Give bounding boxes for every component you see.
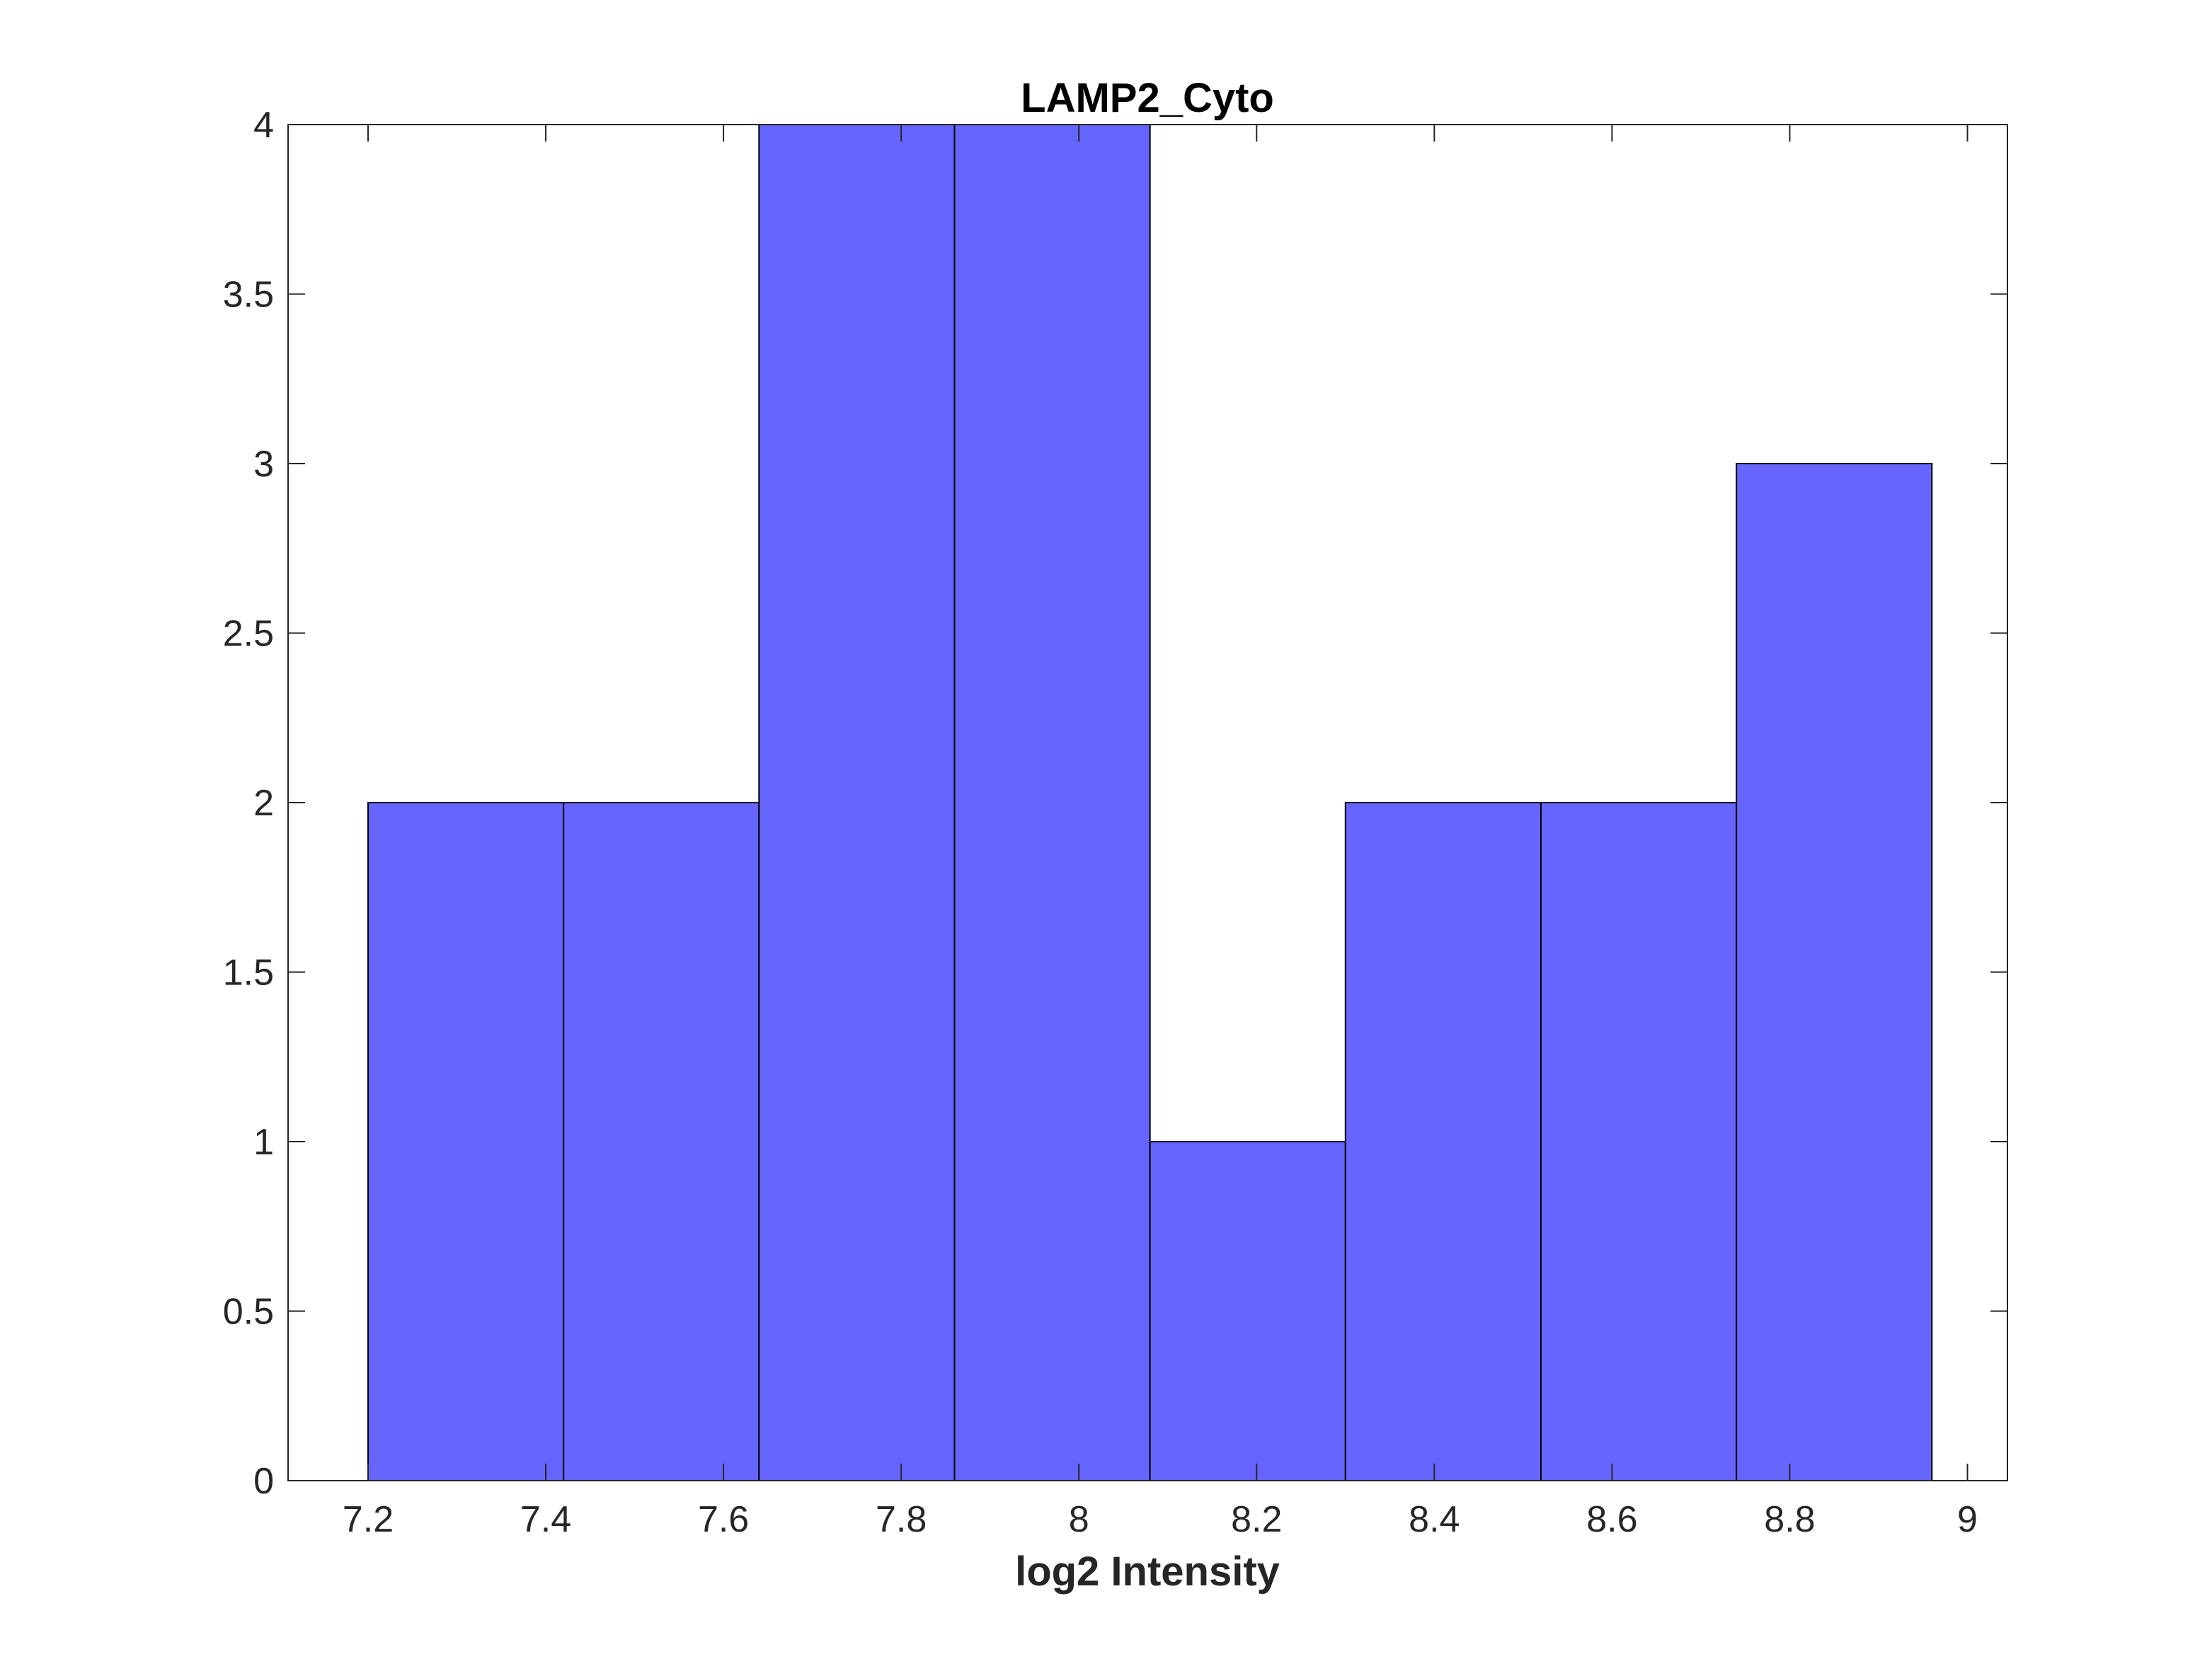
- x-tick-label: 9: [1957, 1499, 1978, 1540]
- y-tick-label: 1.5: [223, 953, 274, 994]
- y-tick-label: 1: [253, 1122, 274, 1163]
- x-tick-label: 8.4: [1409, 1499, 1460, 1540]
- x-tick-label: 7.2: [343, 1499, 394, 1540]
- histogram-bar: [1540, 802, 1738, 1481]
- histogram-bar: [1149, 1141, 1346, 1481]
- y-tick-label: 4: [253, 105, 274, 146]
- x-tick-label: 7.6: [698, 1499, 749, 1540]
- y-tick-label: 3.5: [223, 275, 274, 316]
- histogram-bar: [367, 802, 565, 1481]
- histogram-bar: [1344, 802, 1542, 1481]
- histogram-bar: [758, 124, 956, 1481]
- y-tick-label: 0.5: [223, 1292, 274, 1333]
- y-tick-label: 0: [253, 1461, 274, 1502]
- x-tick-label: 8: [1069, 1499, 1089, 1540]
- y-tick-label: 3: [253, 444, 274, 485]
- histogram-bar: [953, 124, 1151, 1481]
- histogram-bar: [563, 802, 760, 1481]
- y-tick-label: 2: [253, 783, 274, 824]
- x-axis-title: log2 Intensity: [1015, 1549, 1280, 1595]
- x-tick-labels: 7.2 7.4 7.6 7.8 8 8.2 8.4 8.6 8.8 9: [343, 1499, 1978, 1540]
- histogram-bar: [1736, 463, 1933, 1481]
- x-tick-label: 8.8: [1764, 1499, 1815, 1540]
- y-tick-label: 2.5: [223, 614, 274, 655]
- x-tick-label: 7.8: [876, 1499, 927, 1540]
- x-tick-label: 8.2: [1231, 1499, 1282, 1540]
- x-tick-label: 8.6: [1586, 1499, 1637, 1540]
- x-tick-label: 7.4: [520, 1499, 571, 1540]
- chart-title: LAMP2_Cyto: [1021, 75, 1274, 121]
- y-tick-labels: 0 0.5 1 1.5 2 2.5 3 3.5 4: [223, 105, 274, 1502]
- axes-box: [287, 124, 2008, 1481]
